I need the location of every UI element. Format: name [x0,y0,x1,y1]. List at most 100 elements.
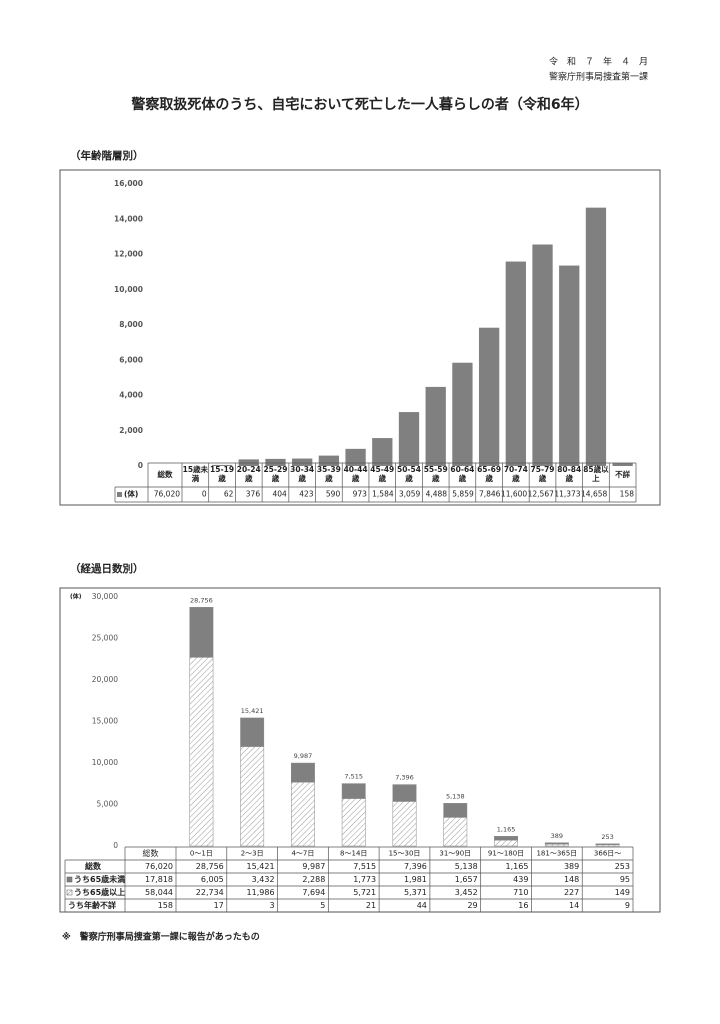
unit: (体) [70,593,82,601]
category-label: 35-39歳 [316,465,341,483]
bar-segment [392,784,417,802]
row-total: 76,020 [145,862,173,871]
bar [612,463,633,466]
table-value: 9,987 [302,862,325,871]
category-label: 70-74歳 [503,465,528,483]
table-value: 389 [564,862,579,871]
title: 警察取扱死体のうち、自宅において死亡した一人暮らしの者（令和6年） [131,96,588,113]
table-value: 148 [564,875,579,884]
date: 令 和 ７ 年 ４ 月 [549,56,648,68]
data-label: 15,421 [241,707,264,715]
table-value: 5,138 [455,862,478,871]
y-tick-label: 25,000 [92,634,118,643]
table-value: 2,288 [302,875,325,884]
data-label: 1,165 [497,825,516,833]
value-label: 62 [224,490,234,499]
bar-segment [240,717,265,747]
category-label: 40-44歳 [343,465,368,483]
table-value: 95 [620,875,630,884]
value-label: 7,846 [479,490,501,499]
bar [292,458,313,466]
bar [372,438,393,466]
bar-segment [291,781,315,847]
category-label: 55-59歳 [423,465,448,483]
y-tick-label: 6,000 [119,355,143,364]
category-label: 91～180日 [488,850,524,858]
category-label: 60-64歳 [450,466,474,483]
table-value: 227 [564,888,579,897]
table-value: 1,981 [404,875,427,884]
value-label: 376 [246,490,261,499]
y-tick-label: 4,000 [119,391,143,400]
legend-swatch [117,492,122,497]
table-value: 5,721 [353,888,376,897]
footnote: ※ 警察庁刑事局捜査第一課に報告があったもの [62,931,260,943]
table-value: 5,371 [404,888,427,897]
row-label: 総数 [85,861,102,871]
y-tick-label: 8,000 [119,320,143,329]
y-tick-label: 10,000 [92,758,118,767]
category-label: 20-24歳 [236,465,261,483]
table-value: 28,756 [196,862,224,871]
row-total: 58,044 [145,888,173,897]
value-label: 11,373 [554,490,580,499]
y-tick-label: 16,000 [114,179,143,188]
bar [478,327,500,466]
y-tick-label: 20,000 [92,675,118,684]
y-tick-label: 0 [138,461,143,470]
table-value: 21 [366,901,376,910]
table-value: 11,986 [247,888,275,897]
category-label: 不詳 [615,469,631,479]
y-tick-label: 12,000 [114,250,143,259]
table-value: 1,657 [455,875,478,884]
category-label: 31～90日 [439,850,471,858]
y-tick-label: 15,000 [92,717,118,726]
table-value: 1,165 [506,862,529,871]
office: 警察庁刑事局捜査第一課 [549,71,648,83]
category-label: 65-69歳 [477,466,501,483]
category-label: 181～365日 [536,850,577,858]
data-label: 28,756 [190,596,213,604]
table-value: 44 [417,901,427,910]
category-label: 15～30日 [389,850,421,858]
category-label: 35-39歳 [316,465,341,483]
bar [265,458,286,466]
category-label: 8～14日 [340,850,367,858]
bar-segment [189,607,214,658]
bar [318,455,340,466]
row-label: うち年齢不詳 [68,900,116,910]
value-label: 12,567 [528,490,554,499]
bar-segment [341,798,366,847]
table-value: 439 [513,875,528,884]
chart-frame [59,169,661,506]
data-label: 7,515 [344,773,363,781]
value-label: 0 [202,490,207,499]
bar-segment [443,803,468,818]
category-label: 45-49歳 [370,465,395,483]
table-value: 7,694 [302,888,325,897]
value-label: 14,658 [581,490,607,499]
row-total: 17,818 [145,875,173,884]
bar [425,386,446,466]
data-label: 9,987 [294,752,313,760]
value-label: 590 [326,490,341,499]
category-label: 15-19歳 [210,466,234,483]
category-label: 85歳以上 [583,466,608,483]
category-label: 75-79歳 [530,465,555,483]
table-value: 17 [214,901,224,910]
total-value: 76,020 [154,490,180,499]
value-label: 158 [620,490,635,499]
bar-segment [494,836,518,841]
total-header: 総数 [158,469,173,479]
bar-segment [494,839,518,847]
category-label: 15歳未満 [182,465,209,483]
table-value: 22,734 [196,888,224,897]
table-value: 7,515 [353,862,376,871]
bar-segment [544,843,569,847]
category-label: 4～7日 [291,850,314,858]
section-title: （年齢階層別） [70,149,144,162]
value-label: 3,059 [399,490,421,499]
value-label: 404 [272,490,287,499]
table-value: 3 [269,901,274,910]
